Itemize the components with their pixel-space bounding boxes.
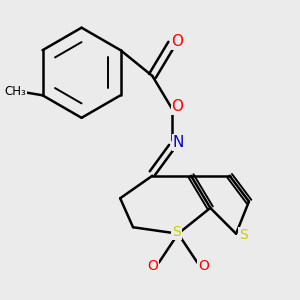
Text: S: S [239, 228, 248, 242]
Text: O: O [148, 259, 158, 273]
Text: O: O [172, 99, 184, 114]
Text: O: O [198, 259, 209, 273]
Text: CH₃: CH₃ [4, 85, 26, 98]
Text: O: O [172, 34, 184, 49]
Text: S: S [172, 225, 181, 239]
Text: N: N [172, 135, 184, 150]
